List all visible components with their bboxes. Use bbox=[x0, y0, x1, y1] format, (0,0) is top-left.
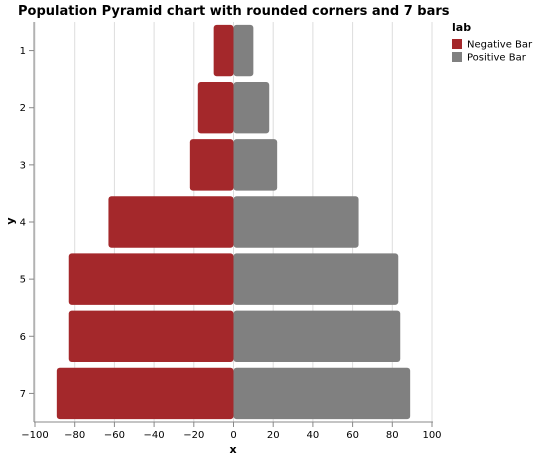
x-tick-label: 60 bbox=[346, 430, 359, 441]
x-tick-label: −80 bbox=[64, 430, 85, 441]
negative-bar-3 bbox=[189, 139, 234, 191]
positive-bar-5 bbox=[233, 253, 399, 305]
positive-bar-4 bbox=[233, 196, 359, 248]
axes: −100 −80 −60 −40 −20 0 20 40 60 80 100 1 2 3 4 5 6 7 bbox=[20, 22, 442, 441]
x-tick-label: −60 bbox=[104, 430, 125, 441]
y-axis-title: y bbox=[4, 217, 17, 224]
negative-bar-7 bbox=[56, 367, 234, 420]
y-tick-label: 2 bbox=[20, 103, 26, 114]
legend-title: lab bbox=[452, 21, 471, 34]
positive-bar-7 bbox=[233, 367, 411, 420]
y-tick-label: 5 bbox=[20, 275, 26, 286]
y-tick-label: 3 bbox=[20, 160, 26, 171]
bars bbox=[56, 24, 411, 420]
chart-title: Population Pyramid chart with rounded co… bbox=[18, 4, 450, 19]
x-tick-label: 0 bbox=[230, 430, 236, 441]
positive-bar-1 bbox=[233, 24, 254, 77]
negative-bar-5 bbox=[68, 253, 234, 305]
x-tick-label: −20 bbox=[183, 430, 204, 441]
x-tick-label: 40 bbox=[307, 430, 320, 441]
legend: lab Negative Bar Positive Bar bbox=[452, 21, 533, 64]
positive-bar-3 bbox=[233, 139, 278, 191]
x-tick-label: 20 bbox=[267, 430, 280, 441]
legend-label: Positive Bar bbox=[467, 53, 527, 64]
legend-swatch bbox=[452, 39, 462, 49]
negative-bar-6 bbox=[68, 310, 234, 362]
negative-bar-2 bbox=[197, 82, 234, 134]
legend-swatch bbox=[452, 52, 462, 62]
x-axis-title: x bbox=[229, 443, 236, 456]
negative-bar-1 bbox=[213, 24, 234, 77]
x-tick-label: −40 bbox=[144, 430, 165, 441]
negative-bar-4 bbox=[108, 196, 234, 248]
x-tick-label: 100 bbox=[422, 430, 441, 441]
x-tick-label: −100 bbox=[21, 430, 48, 441]
x-tick-label: 80 bbox=[386, 430, 399, 441]
y-tick-label: 7 bbox=[20, 389, 26, 400]
y-tick-label: 4 bbox=[20, 218, 26, 229]
positive-bar-2 bbox=[233, 82, 270, 134]
y-tick-label: 6 bbox=[20, 332, 26, 343]
y-tick-label: 1 bbox=[20, 46, 26, 57]
legend-label: Negative Bar bbox=[467, 40, 533, 51]
positive-bar-6 bbox=[233, 310, 401, 362]
